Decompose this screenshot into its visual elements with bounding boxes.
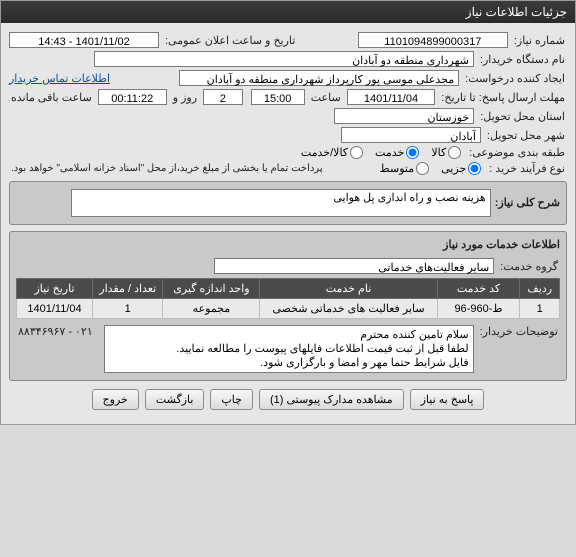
proc-label: نوع فرآیند خرید : xyxy=(487,162,567,175)
row-classification: طبقه بندی موضوعی: کالا خدمت کالا/خدمت xyxy=(9,146,567,159)
group-label: گروه خدمت: xyxy=(498,260,560,273)
radio-minor-label: جزیی xyxy=(441,162,466,175)
day-label: روز و xyxy=(171,91,199,104)
buyer-note-label: توضیحات خریدار: xyxy=(478,325,560,338)
deadline-hour: 15:00 xyxy=(251,89,305,105)
attachments-button[interactable]: مشاهده مدارک پیوستی (1) xyxy=(259,389,404,410)
city-value: آبادان xyxy=(341,127,481,143)
radio-minor[interactable]: جزیی xyxy=(441,162,483,175)
announce-label: تاریخ و ساعت اعلان عمومی: xyxy=(163,34,297,47)
table-header: کد خدمت xyxy=(437,279,520,299)
table-cell: سایر فعالیت های خدماتی شخصی xyxy=(260,299,437,319)
radio-goods-service-label: کالا/خدمت xyxy=(301,146,348,159)
announce-value: 1401/11/02 - 14:43 xyxy=(9,32,159,48)
table-cell: 1 xyxy=(520,299,560,319)
window: جزئیات اطلاعات نیاز شماره نیاز: 11010948… xyxy=(0,0,576,425)
buyer-phone: ۸۸۳۴۶۹۶۷ - ۰۲۱ xyxy=(16,325,95,338)
radio-medium-label: متوسط xyxy=(380,162,415,175)
row-deadline: مهلت ارسال پاسخ: تا تاریخ: 1401/11/04 سا… xyxy=(9,89,567,105)
proc-note: پرداخت تمام یا بخشی از مبلغ خرید،از محل … xyxy=(9,163,325,174)
table-cell: 1401/11/04 xyxy=(17,299,93,319)
buyer-value: شهرداری منطقه دو آبادان xyxy=(94,51,474,67)
radio-goods-label: کالا xyxy=(431,146,446,159)
table-cell: 1 xyxy=(93,299,163,319)
table-header: تاریخ نیاز xyxy=(17,279,93,299)
services-table: ردیفکد خدمتنام خدمتواحد اندازه گیریتعداد… xyxy=(16,278,560,319)
panel-services: اطلاعات خدمات مورد نیاز گروه خدمت: سایر … xyxy=(9,231,567,381)
radio-medium[interactable]: متوسط xyxy=(380,162,432,175)
city-label: شهر محل تحویل: xyxy=(485,129,567,142)
radio-goods[interactable]: کالا xyxy=(431,146,463,159)
desc-head: شرح کلی نیاز: xyxy=(495,194,560,213)
row-number: شماره نیاز: 1101094899000317 تاریخ و ساع… xyxy=(9,32,567,48)
print-button[interactable]: چاپ xyxy=(210,389,253,410)
svc-head: اطلاعات خدمات مورد نیاز xyxy=(16,236,560,255)
panel-description: شرح کلی نیاز: هزینه نصب و راه اندازی پل … xyxy=(9,181,567,225)
radio-minor-input[interactable] xyxy=(468,162,481,175)
content: شماره نیاز: 1101094899000317 تاریخ و ساع… xyxy=(1,23,575,424)
deadline-label: مهلت ارسال پاسخ: تا تاریخ: xyxy=(439,91,567,104)
remain-label: ساعت باقی مانده xyxy=(9,91,94,104)
province-value: خوزستان xyxy=(334,108,474,124)
group-value: سایر فعالیت‌های خدماتی xyxy=(214,258,494,274)
row-buyer-note: توضیحات خریدار: سلام تامین کننده محترم ل… xyxy=(16,325,560,373)
radio-goods-service-input[interactable] xyxy=(350,146,363,159)
hour-label: ساعت xyxy=(309,91,343,104)
remain-hms: 00:11:22 xyxy=(98,89,167,105)
button-bar: پاسخ به نیاز مشاهده مدارک پیوستی (1) چاپ… xyxy=(9,381,567,414)
row-creator: ایجاد کننده درخواست: مجدعلی موسی پور کار… xyxy=(9,70,567,86)
table-header: ردیف xyxy=(520,279,560,299)
days-value: 2 xyxy=(203,89,242,105)
row-province: استان محل تحویل: خوزستان xyxy=(9,108,567,124)
table-header: نام خدمت xyxy=(260,279,437,299)
row-process: نوع فرآیند خرید : جزیی متوسط پرداخت تمام… xyxy=(9,162,567,175)
province-label: استان محل تحویل: xyxy=(478,110,567,123)
radio-service-input[interactable] xyxy=(406,146,419,159)
creator-label: ایجاد کننده درخواست: xyxy=(463,72,567,85)
radio-service-label: خدمت xyxy=(375,146,404,159)
table-cell: مجموعه xyxy=(163,299,260,319)
table-header: تعداد / مقدار xyxy=(93,279,163,299)
class-label: طبقه بندی موضوعی: xyxy=(467,146,567,159)
radio-medium-input[interactable] xyxy=(416,162,429,175)
desc-text: هزینه نصب و راه اندازی پل هوایی xyxy=(71,189,491,217)
contact-link[interactable]: اطلاعات تماس خریدار xyxy=(9,72,110,85)
need-number: 1101094899000317 xyxy=(358,32,508,48)
radio-service[interactable]: خدمت xyxy=(375,146,421,159)
window-title: جزئیات اطلاعات نیاز xyxy=(1,1,575,23)
table-header: واحد اندازه گیری xyxy=(163,279,260,299)
table-cell: ط-960-96 xyxy=(437,299,520,319)
row-buyer: نام دستگاه خریدار: شهرداری منطقه دو آباد… xyxy=(9,51,567,67)
deadline-date: 1401/11/04 xyxy=(347,89,436,105)
radio-goods-service[interactable]: کالا/خدمت xyxy=(301,146,365,159)
row-city: شهر محل تحویل: آبادان xyxy=(9,127,567,143)
table-row: 1ط-960-96سایر فعالیت های خدماتی شخصیمجمو… xyxy=(17,299,560,319)
buyer-note: سلام تامین کننده محترم لطفا قبل از ثبت ق… xyxy=(104,325,474,373)
reply-button[interactable]: پاسخ به نیاز xyxy=(410,389,485,410)
creator-value: مجدعلی موسی پور کارپرداز شهرداری منطقه د… xyxy=(179,70,459,86)
radio-goods-input[interactable] xyxy=(448,146,461,159)
need-number-label: شماره نیاز: xyxy=(512,34,567,47)
back-button[interactable]: بازگشت xyxy=(145,389,205,410)
buyer-label: نام دستگاه خریدار: xyxy=(478,53,567,66)
row-group: گروه خدمت: سایر فعالیت‌های خدماتی xyxy=(16,258,560,274)
exit-button[interactable]: خروج xyxy=(92,389,139,410)
